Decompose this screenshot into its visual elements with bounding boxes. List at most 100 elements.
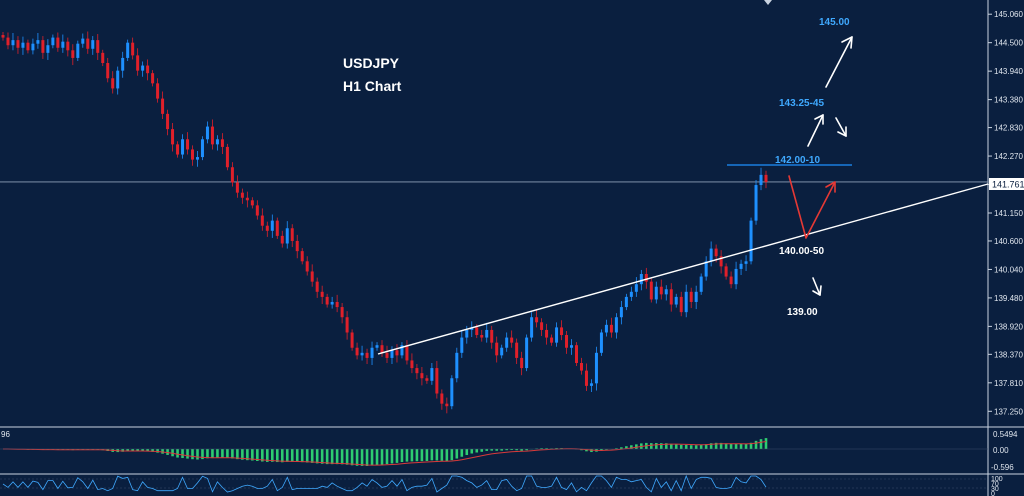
candle-body: [111, 78, 115, 89]
candle-body: [435, 368, 439, 394]
candle-body: [485, 329, 489, 338]
trendline: [377, 183, 989, 355]
candle-body: [81, 38, 85, 44]
candle-body: [495, 342, 499, 356]
price-tick-label: 140.600: [994, 237, 1023, 246]
candle-body: [465, 329, 469, 338]
candle-body: [295, 240, 299, 252]
rsi-label-30: 30: [991, 486, 999, 493]
candle-body: [320, 291, 324, 297]
candle-body: [121, 57, 125, 71]
candle-body: [76, 43, 80, 58]
price-tick-label: 144.500: [994, 39, 1023, 48]
price-tick-label: 143.380: [994, 96, 1023, 105]
candle-body: [325, 296, 329, 305]
price-tick-label: 142.270: [994, 152, 1023, 161]
candle-body: [689, 291, 693, 302]
candle-body: [574, 345, 578, 363]
candle-body: [51, 37, 55, 46]
candle-body: [146, 65, 150, 74]
candle-body: [275, 220, 279, 236]
arrow-up-to-143: [807, 114, 824, 147]
candle-body: [475, 327, 479, 336]
candle-body: [210, 126, 214, 145]
price-tick-label: 141.150: [994, 209, 1023, 218]
candle-body: [230, 167, 234, 183]
candle-body: [390, 350, 394, 358]
candle-body: [599, 332, 603, 353]
rsi-label-70: 70: [991, 481, 999, 488]
candle-body: [26, 42, 30, 51]
candle-body: [191, 149, 195, 160]
candle-body: [195, 157, 199, 160]
price-tick-label: 140.040: [994, 265, 1023, 274]
arrow-up-to-145-head: [841, 36, 853, 49]
arrow-down-from-143: [835, 117, 847, 137]
candle-body: [734, 268, 738, 285]
arrow-down-to-139: [812, 277, 821, 296]
candle-body: [460, 337, 464, 353]
candle-body: [410, 360, 414, 369]
candle-body: [664, 289, 668, 295]
candle-body: [709, 248, 713, 262]
candle-body: [225, 146, 229, 168]
macd-zero-label: 0.00: [993, 446, 1009, 455]
chart-title: USDJPY: [343, 55, 400, 71]
candle-body: [61, 41, 65, 48]
candle-body: [91, 40, 95, 49]
candle-body: [215, 139, 219, 145]
candle-body: [161, 98, 165, 114]
candle-body: [744, 261, 748, 264]
candle-body: [11, 40, 15, 46]
rsi-label-0: 0: [991, 491, 995, 496]
candle-body: [754, 185, 758, 221]
candle-body: [116, 70, 120, 89]
candle-body: [480, 335, 484, 338]
macd-upper-label: 0.5494: [993, 430, 1018, 439]
candle-body: [131, 42, 135, 56]
current-price-box: [989, 178, 1024, 190]
candle-body: [255, 205, 259, 216]
candle-body: [6, 37, 10, 46]
macd-lower-label: -0.596: [991, 463, 1014, 472]
candle-body: [579, 362, 583, 371]
candle-body: [355, 347, 359, 356]
candle-body: [525, 337, 529, 369]
candle-body: [704, 261, 708, 277]
candle-body: [156, 83, 160, 99]
candle-body: [56, 37, 60, 48]
candle-body: [649, 281, 653, 300]
macd-signal-line: [3, 441, 767, 466]
candle-body: [360, 352, 364, 356]
candle-body: [385, 352, 389, 358]
chart-subtitle: H1 Chart: [343, 78, 402, 94]
candle-body: [370, 347, 374, 358]
candle-body: [270, 220, 274, 231]
candle-body: [555, 327, 559, 343]
candle-body: [345, 317, 349, 333]
pivot-label: 140.00-50: [779, 246, 824, 257]
candle-body: [719, 256, 723, 267]
candle-body: [470, 327, 474, 330]
candle-body: [759, 174, 763, 186]
candle-body: [101, 52, 105, 64]
candle-body: [96, 40, 100, 53]
candle-body: [545, 329, 549, 338]
candle-body: [41, 40, 45, 53]
candle-body: [565, 335, 569, 348]
arrow-up-to-143-head: [814, 114, 824, 125]
candle-body: [440, 393, 444, 404]
candle-body: [500, 347, 504, 356]
candle-body: [510, 337, 514, 343]
candle-body: [1, 35, 5, 38]
candle-body: [515, 342, 519, 358]
scenario-dip-head: [825, 181, 836, 193]
candle-body: [66, 41, 70, 51]
candle-body: [365, 352, 369, 358]
candle-body: [724, 266, 728, 277]
candle-body: [455, 352, 459, 379]
candle-body: [290, 228, 294, 241]
candle-body: [624, 296, 628, 308]
candle-body: [530, 317, 534, 338]
